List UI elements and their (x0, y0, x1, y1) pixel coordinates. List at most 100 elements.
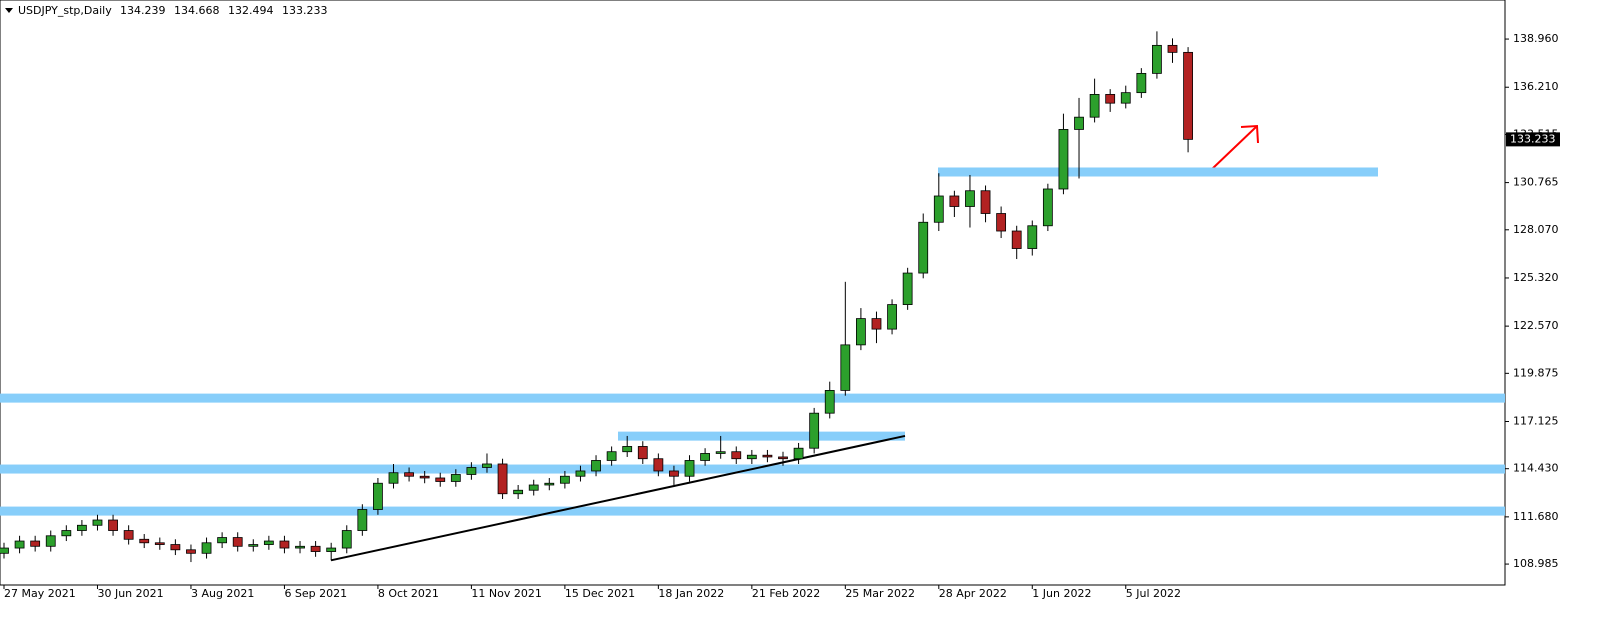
candle-body (653, 458, 664, 472)
candle-body (201, 542, 212, 554)
candle (310, 541, 321, 557)
candle (154, 537, 165, 550)
candle-body (778, 456, 788, 460)
header-ohlc: 132.494 (228, 4, 274, 17)
candle (1183, 47, 1193, 153)
candle-body (232, 537, 243, 547)
candle-body (0, 547, 9, 554)
zone (0, 506, 1505, 516)
y-tick-label: 117.125 (1513, 414, 1559, 427)
candle (14, 535, 25, 554)
candle (1167, 38, 1178, 63)
candle (684, 455, 695, 482)
candle-body (918, 221, 929, 274)
candle (544, 477, 555, 491)
candle (0, 542, 9, 559)
candle (887, 299, 897, 335)
candle-body (1183, 51, 1193, 140)
candle-body (637, 446, 648, 460)
candle-body (450, 474, 461, 482)
symbol-title: USDJPY_stp,Daily (18, 4, 112, 17)
candle (528, 479, 539, 496)
candle-body (14, 540, 25, 549)
candle (295, 541, 305, 554)
candle-body (170, 544, 181, 551)
candle (373, 477, 383, 515)
candle-body (295, 545, 305, 549)
candle-body (326, 547, 337, 552)
candle (809, 407, 820, 454)
candle (279, 535, 290, 554)
candle (637, 441, 648, 464)
candle (450, 469, 461, 487)
candle-body (700, 453, 710, 461)
candle (575, 465, 586, 482)
candle-body (263, 540, 274, 545)
candle-body (404, 472, 414, 477)
candle-body (435, 477, 446, 482)
candle (591, 455, 601, 477)
candle-body (731, 451, 742, 460)
candle (1042, 183, 1053, 232)
candle-body (793, 447, 804, 460)
candle (824, 381, 835, 419)
candle-body (559, 475, 570, 484)
candle (1105, 89, 1116, 112)
candle-body (622, 446, 633, 453)
y-tick-label: 136.210 (1513, 80, 1559, 93)
y-tick-label: 119.875 (1513, 366, 1559, 379)
plot-frame (0, 0, 1506, 586)
candle-body (933, 195, 944, 223)
candle (123, 525, 134, 545)
candle (186, 544, 196, 563)
candle (482, 453, 492, 473)
candle-body (1042, 188, 1053, 227)
candle-body (965, 190, 975, 207)
candle (435, 472, 446, 487)
trendline (330, 434, 906, 562)
candle (170, 539, 181, 556)
candle-body (575, 470, 586, 477)
x-tick-label: 27 May 2021 (4, 587, 76, 600)
candle (108, 514, 118, 536)
candle-body (1074, 116, 1084, 130)
x-tick-label: 6 Sep 2021 (284, 587, 347, 600)
candle-body (949, 195, 960, 207)
candle (1152, 31, 1162, 79)
candle-body (482, 463, 492, 468)
candle-body (606, 451, 617, 461)
candle (326, 542, 337, 561)
candle-body (217, 537, 228, 544)
candle-body (684, 460, 695, 477)
candle-body (809, 412, 820, 449)
candle (1058, 113, 1069, 195)
candle (1089, 78, 1100, 123)
red-arrow (1211, 124, 1259, 170)
candle-body (887, 304, 897, 330)
candle-body (762, 454, 773, 458)
candle-body (497, 463, 508, 495)
candle-body (669, 470, 679, 477)
candle (217, 532, 228, 549)
candle-body (61, 530, 72, 537)
header-ohlc: 134.668 (174, 4, 220, 17)
candle-body (871, 318, 882, 330)
candle-body (1027, 225, 1038, 249)
y-tick-label: 125.320 (1513, 271, 1559, 284)
candle (388, 463, 399, 489)
price-box (1506, 132, 1560, 147)
candle (92, 514, 103, 531)
candle-body (77, 524, 87, 531)
x-tick-label: 18 Jan 2022 (658, 587, 724, 600)
x-tick-label: 5 Jul 2022 (1126, 587, 1181, 600)
candle (622, 435, 633, 457)
candle (263, 535, 274, 550)
arrow-shaft (1211, 126, 1257, 170)
x-tick-label: 30 Jun 2021 (97, 587, 163, 600)
candle (949, 190, 960, 218)
y-tick-label: 108.985 (1513, 557, 1559, 570)
menu-triangle[interactable] (5, 8, 13, 13)
candle-body (746, 454, 757, 460)
candle (793, 442, 804, 464)
